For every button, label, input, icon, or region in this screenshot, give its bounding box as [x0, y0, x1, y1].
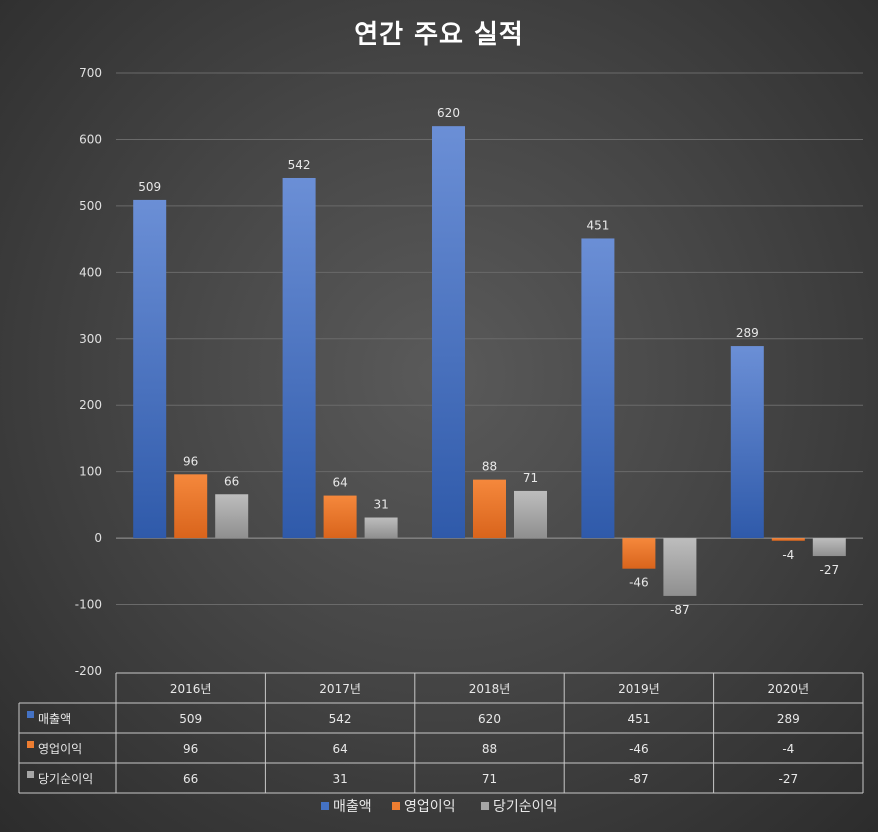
table-legend-key: [27, 741, 34, 748]
bar-영업이익: [622, 538, 656, 569]
bar-당기순이익: [514, 490, 547, 539]
bar-매출액: [730, 346, 764, 539]
table-cell: 66: [183, 772, 198, 786]
bar-매출액: [133, 199, 167, 539]
table-cell: 542: [329, 712, 352, 726]
data-label: 451: [586, 218, 609, 232]
table-header-cell: 2019년: [618, 682, 660, 696]
legend-swatch: [321, 802, 329, 810]
table-legend-key: [27, 711, 34, 718]
y-tick-label: -200: [75, 664, 102, 678]
table-cell: 96: [183, 742, 198, 756]
data-label: -4: [782, 548, 794, 562]
bar-당기순이익: [663, 538, 697, 596]
y-tick-label: 0: [94, 531, 102, 545]
legend-swatch: [481, 802, 489, 810]
data-label: 31: [373, 498, 388, 512]
legend-label: 매출액: [333, 799, 372, 815]
data-label: -87: [670, 603, 690, 617]
data-label: 64: [332, 476, 347, 490]
table-cell: 71: [482, 772, 497, 786]
table-cell: 289: [777, 712, 800, 726]
bar-당기순이익: [364, 517, 398, 539]
y-tick-label: 400: [79, 265, 102, 279]
data-label: 289: [736, 326, 759, 340]
data-label: 620: [437, 106, 460, 120]
bar-영업이익: [473, 479, 506, 539]
table-cell: 88: [482, 742, 497, 756]
bar-매출액: [432, 126, 465, 539]
data-label: -27: [819, 563, 839, 577]
chart-title: 연간 주요 실적: [354, 20, 524, 50]
table-row-label: 매출액: [38, 712, 71, 726]
legend-swatch: [392, 802, 400, 810]
bar-영업이익: [771, 538, 805, 541]
bar-당기순이익: [215, 494, 249, 539]
table-cell: -87: [629, 772, 649, 786]
table-header-cell: 2020년: [768, 682, 810, 696]
legend-label: 당기순이익: [493, 799, 557, 815]
data-label: 509: [138, 180, 161, 194]
data-label: 542: [288, 158, 311, 172]
table-cell: -4: [782, 742, 794, 756]
bar-영업이익: [323, 495, 357, 539]
table-header-cell: 2016년: [170, 682, 212, 696]
table-cell: 64: [332, 742, 347, 756]
table-cell: 509: [179, 712, 202, 726]
table-cell: -27: [778, 772, 798, 786]
y-tick-label: -100: [75, 598, 102, 612]
table-cell: 31: [332, 772, 347, 786]
y-tick-label: 600: [79, 132, 102, 146]
table-header-cell: 2018년: [469, 682, 511, 696]
table-cell: 620: [478, 712, 501, 726]
table-cell: 451: [627, 712, 650, 726]
table-row-label: 당기순이익: [38, 772, 93, 786]
table-cell: -46: [629, 742, 649, 756]
bar-영업이익: [174, 474, 208, 539]
y-tick-label: 700: [79, 66, 102, 80]
data-label: 88: [482, 460, 497, 474]
bar-매출액: [581, 238, 615, 539]
data-label: 71: [523, 471, 538, 485]
y-tick-label: 500: [79, 199, 102, 213]
y-tick-label: 200: [79, 398, 102, 412]
data-label: -46: [629, 576, 649, 590]
table-legend-key: [27, 771, 34, 778]
legend-label: 영업이익: [404, 799, 456, 815]
data-label: 66: [224, 474, 239, 488]
table-header-cell: 2017년: [319, 682, 361, 696]
y-tick-label: 100: [79, 465, 102, 479]
bar-매출액: [282, 177, 316, 539]
y-tick-label: 300: [79, 332, 102, 346]
table-row-label: 영업이익: [38, 742, 82, 756]
data-label: 96: [183, 454, 198, 468]
bar-당기순이익: [812, 538, 846, 557]
